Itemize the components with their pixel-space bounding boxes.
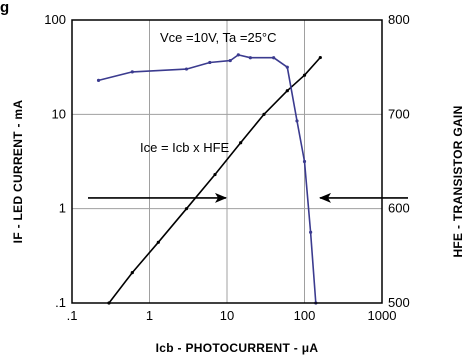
ice-current-point [302, 73, 307, 77]
transistor-gain-point [302, 159, 307, 164]
ice-current-point [184, 207, 189, 211]
annotation-equation: Ice = Icb x HFE [140, 140, 230, 155]
x-axis-title: Icb - PHOTOCURRENT - μA [156, 341, 319, 355]
left-tick-label: 10 [52, 106, 66, 121]
left-axis-title: IF - LED CURRENT - mA [11, 100, 25, 244]
left-tick-label: 1 [59, 201, 66, 216]
transistor-gain-point [272, 56, 276, 60]
right-axis-title: HFE - TRANSISTOR GAIN [451, 105, 465, 257]
ice-current-point [239, 141, 243, 145]
gridlines [72, 20, 382, 303]
ice-current-point [285, 89, 289, 93]
ice-current-point [156, 240, 160, 244]
ice-current-point [213, 172, 217, 177]
x-tick-label: 1 [146, 308, 153, 323]
transistor-gain-point [228, 58, 232, 63]
ice-current-line [108, 56, 321, 304]
x-tick-label: 10 [220, 308, 234, 323]
right-tick-label: 800 [388, 12, 410, 27]
x-tick-label: .1 [67, 308, 78, 323]
right-tick-label: 600 [388, 201, 410, 216]
x-tick-labels: .1 1 10 100 1000 [67, 308, 397, 323]
transistor-gain-point [96, 78, 101, 82]
transistor-gain-point [285, 65, 289, 69]
left-tick-labels: .1 1 10 100 [44, 12, 66, 310]
right-tick-labels: 500 600 700 800 [388, 12, 410, 310]
ice-current-point [262, 112, 266, 116]
right-tick-label: 500 [388, 295, 410, 310]
plot-frame [71, 19, 383, 304]
figure-corner-glyph: g [0, 0, 10, 16]
transistor-gain-point [184, 67, 189, 71]
left-tick-label: .1 [55, 295, 66, 310]
x-tick-label: 1000 [368, 308, 397, 323]
transistor-gain-point [236, 53, 240, 57]
transistor-gain-line [98, 54, 317, 304]
series-group [96, 53, 322, 305]
transistor-gain-point [208, 60, 212, 65]
annotation-conditions: Vce =10V, Ta =25°C [160, 30, 277, 45]
left-tick-label: 100 [44, 12, 66, 27]
transistor-gain-point [130, 70, 134, 74]
ice-current-point [130, 271, 134, 275]
transistor-gain-point [309, 230, 313, 234]
right-tick-label: 700 [388, 106, 410, 121]
x-tick-label: 100 [294, 308, 316, 323]
transistor-gain-point [248, 56, 252, 60]
transistor-gain-point [295, 119, 299, 123]
ice-current-point [318, 55, 322, 60]
